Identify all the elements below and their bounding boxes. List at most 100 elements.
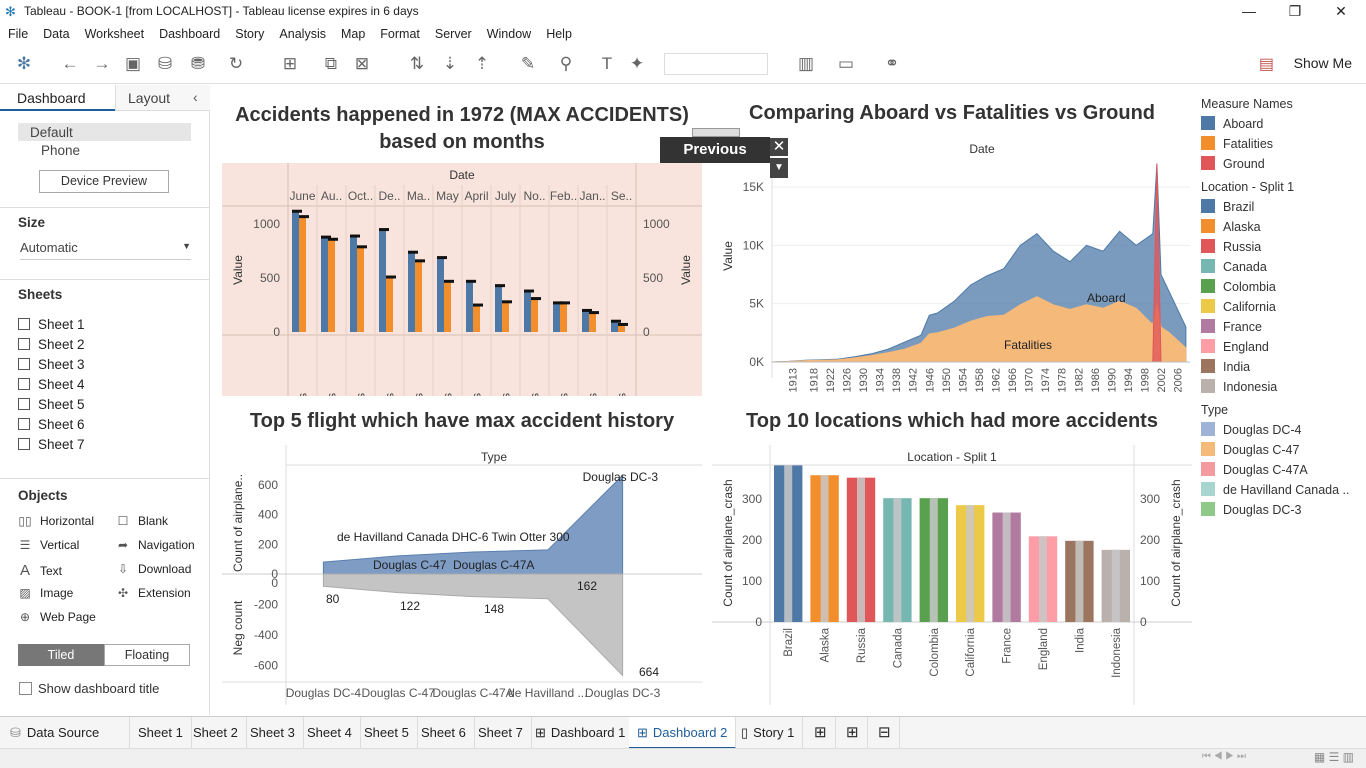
close-icon[interactable]: ✕	[770, 138, 788, 156]
sort-ascending-icon[interactable]: ⇣	[442, 54, 458, 73]
refresh-icon[interactable]: ↻	[228, 54, 244, 73]
fit-dropdown[interactable]	[664, 53, 768, 75]
tab-sheet-2[interactable]: Sheet 2	[185, 717, 247, 749]
minimize-icon[interactable]: —	[1242, 3, 1256, 19]
new-story-tab-icon[interactable]: ⊟	[870, 717, 900, 749]
share-icon[interactable]: ⚭	[884, 54, 900, 73]
sort-descending-icon[interactable]: ⇡	[474, 54, 490, 73]
device-phone[interactable]: Phone	[41, 143, 81, 158]
duplicate-icon[interactable]: ⧉	[324, 54, 338, 73]
menu-format[interactable]: Format	[380, 27, 420, 41]
object-text[interactable]: A Text	[19, 562, 63, 579]
undo-icon[interactable]: ←	[61, 54, 79, 73]
object-extension[interactable]: ✣ Extension	[117, 586, 191, 600]
pause-updates-icon[interactable]: ⛃	[190, 54, 206, 73]
location-legend-item[interactable]: England	[1201, 337, 1361, 357]
tab-story-1[interactable]: ▯ Story 1	[733, 717, 804, 749]
type-legend-item[interactable]: Douglas C-47A	[1201, 460, 1361, 480]
menu-story[interactable]: Story	[235, 27, 265, 41]
sheet-item-6[interactable]: Sheet 6	[18, 417, 85, 432]
close-window-icon[interactable]: ✕	[1335, 3, 1347, 19]
menu-worksheet[interactable]: Worksheet	[84, 27, 145, 41]
view-toggle-icon[interactable]: ▦ ☰ ▥	[1313, 750, 1354, 764]
location-legend-item[interactable]: Canada	[1201, 257, 1361, 277]
object-download[interactable]: ⇩ Download	[117, 562, 192, 576]
presentation-icon[interactable]: ▭	[837, 54, 855, 73]
tab-sheet-5[interactable]: Sheet 5	[356, 717, 418, 749]
location-legend-item[interactable]: Indonesia	[1201, 377, 1361, 397]
location-legend-item[interactable]: Brazil	[1201, 197, 1361, 217]
redo-icon[interactable]: →	[93, 54, 111, 73]
sheet-item-3[interactable]: Sheet 3	[18, 357, 85, 372]
object-vertical[interactable]: ☰ Vertical	[19, 538, 80, 552]
tab-navigation-icon[interactable]: ⏮ ◀ ▶ ⏭	[1201, 751, 1246, 762]
type-legend-item[interactable]: Douglas DC-3	[1201, 500, 1361, 520]
menu-data[interactable]: Data	[43, 27, 70, 41]
show-me-button[interactable]: Show Me	[1293, 55, 1352, 71]
collapse-pane-icon[interactable]: ‹	[193, 89, 198, 105]
sheet-item-5[interactable]: Sheet 5	[18, 397, 85, 412]
tab-dashboard[interactable]: Dashboard	[0, 85, 115, 111]
measure-legend-item[interactable]: Aboard	[1201, 114, 1361, 134]
swap-icon[interactable]: ⇅	[409, 54, 425, 73]
location-legend-item[interactable]: Alaska	[1201, 217, 1361, 237]
menu-analysis[interactable]: Analysis	[279, 27, 326, 41]
new-dashboard-tab-icon[interactable]: ⊞	[838, 717, 868, 749]
tab-dashboard-2[interactable]: ⊞ Dashboard 2	[629, 717, 737, 749]
object-navigation[interactable]: ➦ Navigation	[117, 538, 195, 552]
previous-button[interactable]: Previous	[660, 137, 770, 163]
chevron-down-icon[interactable]: ▼	[770, 158, 788, 178]
highlight-icon[interactable]: ✎	[520, 54, 536, 73]
type-legend-item[interactable]: Douglas DC-4	[1201, 420, 1361, 440]
sheet-item-4[interactable]: Sheet 4	[18, 377, 85, 392]
menu-map[interactable]: Map	[340, 27, 366, 41]
sheet-item-1[interactable]: Sheet 1	[18, 317, 85, 332]
location-legend-item[interactable]: France	[1201, 317, 1361, 337]
type-legend-item[interactable]: Douglas C-47	[1201, 440, 1361, 460]
object-blank[interactable]: ☐ Blank	[117, 514, 169, 528]
type-legend-item[interactable]: de Havilland Canada ..	[1201, 480, 1361, 500]
menu-help[interactable]: Help	[546, 27, 572, 41]
measure-legend-item[interactable]: Ground	[1201, 154, 1361, 174]
save-icon[interactable]: ▣	[124, 54, 142, 73]
size-dropdown[interactable]: Automatic ▼	[20, 240, 191, 260]
tab-dashboard-1[interactable]: ⊞ Dashboard 1	[527, 717, 635, 749]
show-cards-icon[interactable]: ▥	[797, 54, 815, 73]
tab-layout[interactable]: Layout	[115, 85, 210, 111]
menu-dashboard[interactable]: Dashboard	[159, 27, 221, 41]
object-horizontal[interactable]: ▯▯ Horizontal	[18, 514, 95, 528]
tab-sheet-3[interactable]: Sheet 3	[242, 717, 304, 749]
pin-icon[interactable]: ✦	[629, 54, 645, 73]
device-preview-button[interactable]: Device Preview	[39, 170, 169, 193]
location-legend-item[interactable]: Russia	[1201, 237, 1361, 257]
sheet-item-2[interactable]: Sheet 2	[18, 337, 85, 352]
group-icon[interactable]: ⚲	[559, 54, 573, 73]
tab-sheet-1[interactable]: Sheet 1	[130, 717, 192, 749]
object-webpage[interactable]: ⊕ Web Page	[19, 610, 96, 624]
location-legend-item[interactable]: India	[1201, 357, 1361, 377]
drag-handle[interactable]	[692, 128, 740, 137]
sheet-item-7[interactable]: Sheet 7	[18, 437, 85, 452]
tableau-home-icon[interactable]: ✻	[16, 54, 32, 73]
new-worksheet-icon[interactable]: ⊞	[282, 54, 298, 73]
floating-button[interactable]: Floating	[104, 644, 190, 666]
tab-sheet-7[interactable]: Sheet 7	[470, 717, 532, 749]
location-legend-item[interactable]: Colombia	[1201, 277, 1361, 297]
restore-icon[interactable]: ❐	[1288, 3, 1302, 19]
menu-window[interactable]: Window	[486, 27, 532, 41]
new-data-source-icon[interactable]: ⛁	[157, 54, 173, 73]
menu-file[interactable]: File	[8, 27, 29, 41]
object-image[interactable]: ▨ Image	[19, 586, 74, 600]
menu-server[interactable]: Server	[434, 27, 472, 41]
location-legend-item[interactable]: California	[1201, 297, 1361, 317]
new-worksheet-tab-icon[interactable]: ⊞	[806, 717, 836, 749]
clear-sheet-icon[interactable]: ⊠	[354, 54, 370, 73]
tab-data-source[interactable]: ⛁ Data Source	[0, 717, 130, 749]
tiled-button[interactable]: Tiled	[18, 644, 104, 666]
device-default[interactable]: Default	[18, 123, 191, 141]
tab-sheet-4[interactable]: Sheet 4	[299, 717, 361, 749]
labels-icon[interactable]: T	[601, 54, 613, 73]
tab-sheet-6[interactable]: Sheet 6	[413, 717, 475, 749]
show-title-checkbox[interactable]	[19, 682, 32, 695]
measure-legend-item[interactable]: Fatalities	[1201, 134, 1361, 154]
